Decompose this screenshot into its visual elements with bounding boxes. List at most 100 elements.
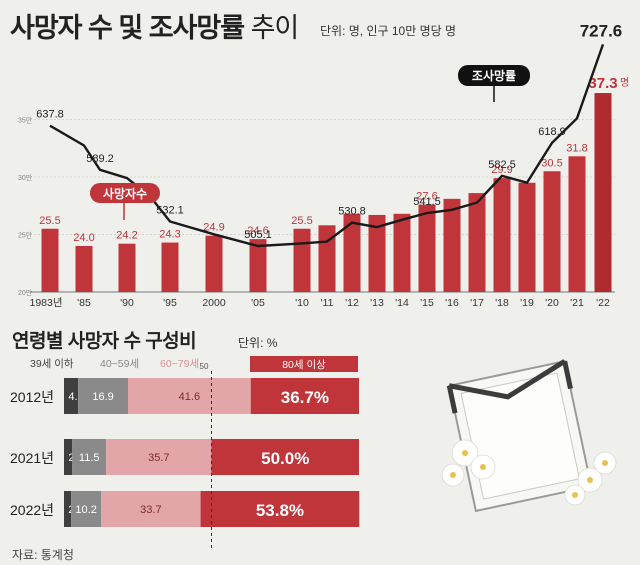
- x-tick-label: '19: [520, 297, 534, 309]
- bar-value-label: 24.9: [203, 222, 224, 234]
- y-tick-label: 35만: [18, 116, 33, 125]
- segment-label: 50.0%: [261, 449, 309, 468]
- rate-value-label: 505.1: [244, 229, 272, 241]
- y-tick-label: 20만: [18, 288, 33, 297]
- source-note: 자료: 통계청: [12, 548, 74, 562]
- segment: [71, 491, 102, 527]
- x-tick-label: '95: [163, 297, 177, 309]
- line-callout-label: 조사망률: [472, 68, 516, 83]
- rate-value-label: 530.8: [338, 206, 366, 218]
- deaths-chart: 35만 30만 25만 20만 25.5 24.0 24.2 24.3 24.9 24.6 25.5…: [18, 21, 629, 309]
- row-label: 2022년: [10, 502, 54, 518]
- segment-label: 33.7: [140, 504, 161, 516]
- segment: [250, 378, 359, 414]
- bar-value-label: 24.3: [159, 229, 180, 241]
- bar: [418, 204, 436, 292]
- x-tick-label: '11: [321, 297, 334, 309]
- subtitle: 연령별 사망자 수 구성비: [12, 331, 197, 352]
- bar: [293, 228, 311, 292]
- x-tick-label: '16: [445, 297, 459, 309]
- segment-label: 53.8%: [256, 501, 304, 520]
- segment-label: 10.2: [75, 504, 96, 516]
- legend-label: 39세 이하: [30, 357, 74, 370]
- segment-label: 11.5: [79, 452, 100, 464]
- rate-value-label: 727.6: [580, 21, 623, 40]
- rate-value-label: 618.9: [538, 126, 566, 138]
- segment: [64, 491, 72, 527]
- rate-value-label: 532.1: [156, 205, 184, 217]
- bar: [568, 156, 586, 292]
- x-tick-label: '10: [295, 297, 309, 309]
- bar: [343, 213, 361, 292]
- reference-label: 50: [200, 362, 209, 371]
- bar: [161, 242, 179, 292]
- segment: [128, 378, 251, 414]
- bar: [75, 246, 93, 292]
- x-tick-label: '15: [420, 297, 434, 309]
- x-tick-label: 2000: [202, 297, 226, 309]
- x-tick-label: '90: [120, 297, 134, 309]
- bar-value-label: 27.6: [416, 191, 437, 203]
- bar-value-label: 25.5: [39, 215, 60, 227]
- x-tick-label: 1983년: [29, 297, 62, 309]
- legend-label: 80세 이상: [282, 359, 326, 371]
- title-suffix: 추이: [250, 13, 300, 43]
- bar-value-label: 24.0: [73, 232, 94, 244]
- subtitle-unit: 단위: %: [238, 336, 278, 350]
- rate-value-label: 589.2: [86, 153, 114, 165]
- segment: [64, 378, 79, 414]
- bar: [41, 228, 59, 292]
- segment: [200, 491, 360, 527]
- segment-label: 35.7: [148, 452, 169, 464]
- x-tick-label: '85: [77, 297, 91, 309]
- memorial-frame-illustration: [441, 359, 617, 513]
- bar-callout-label: 사망자수: [103, 186, 147, 201]
- segment: [101, 491, 201, 527]
- bar: [118, 243, 136, 292]
- bar-value-label: 25.5: [291, 215, 312, 227]
- x-tick-label: '22: [596, 297, 610, 309]
- bar-value-label: 37.3: [588, 75, 617, 92]
- y-tick-label: 25만: [18, 231, 33, 240]
- legend-box-80plus: [250, 356, 358, 372]
- bar: [249, 239, 267, 292]
- bar-value-label: 30.5: [541, 157, 562, 169]
- bar: [205, 235, 223, 292]
- segment: [106, 439, 212, 475]
- segment: [78, 378, 129, 414]
- bar-value-label: 29.9: [491, 164, 512, 176]
- title-main: 사망자 수 및 조사망률: [10, 13, 245, 43]
- bar: [594, 93, 612, 292]
- x-tick-label: '14: [395, 297, 409, 309]
- segment-label: 36.7%: [281, 388, 329, 407]
- x-tick-label: '20: [545, 297, 559, 309]
- bar: [368, 214, 386, 292]
- bar: [518, 182, 536, 292]
- segment: [211, 439, 359, 475]
- bar-value-label: 24.6: [247, 225, 268, 237]
- y-tick-label: 30만: [18, 173, 33, 182]
- segment-label: 41.6: [179, 391, 200, 403]
- bar: [393, 213, 411, 292]
- x-tick-label: '05: [251, 297, 265, 309]
- bar: [543, 171, 561, 292]
- bar-callout-box: [90, 183, 160, 203]
- bar: [443, 198, 461, 292]
- legend-label: 40~59세: [100, 358, 139, 370]
- segment-label: 16.9: [92, 391, 113, 403]
- row-label: 2012년: [10, 389, 54, 405]
- rate-value-label: 637.8: [36, 109, 64, 121]
- bar-value-label: 24.2: [116, 230, 137, 242]
- x-tick-label: '21: [570, 297, 584, 309]
- x-tick-label: '18: [495, 297, 509, 309]
- bar: [468, 193, 486, 292]
- rate-value-label: 541.5: [413, 196, 441, 208]
- segment: [64, 439, 73, 475]
- x-tick-label: '17: [470, 297, 484, 309]
- x-tick-label: '13: [370, 297, 384, 309]
- chart-unit: 단위: 명, 인구 10만 명당 명: [320, 24, 457, 38]
- x-tick-label: '12: [345, 297, 359, 309]
- rate-value-label: 582.5: [488, 159, 516, 171]
- bar-value-label: 31.8: [566, 142, 587, 154]
